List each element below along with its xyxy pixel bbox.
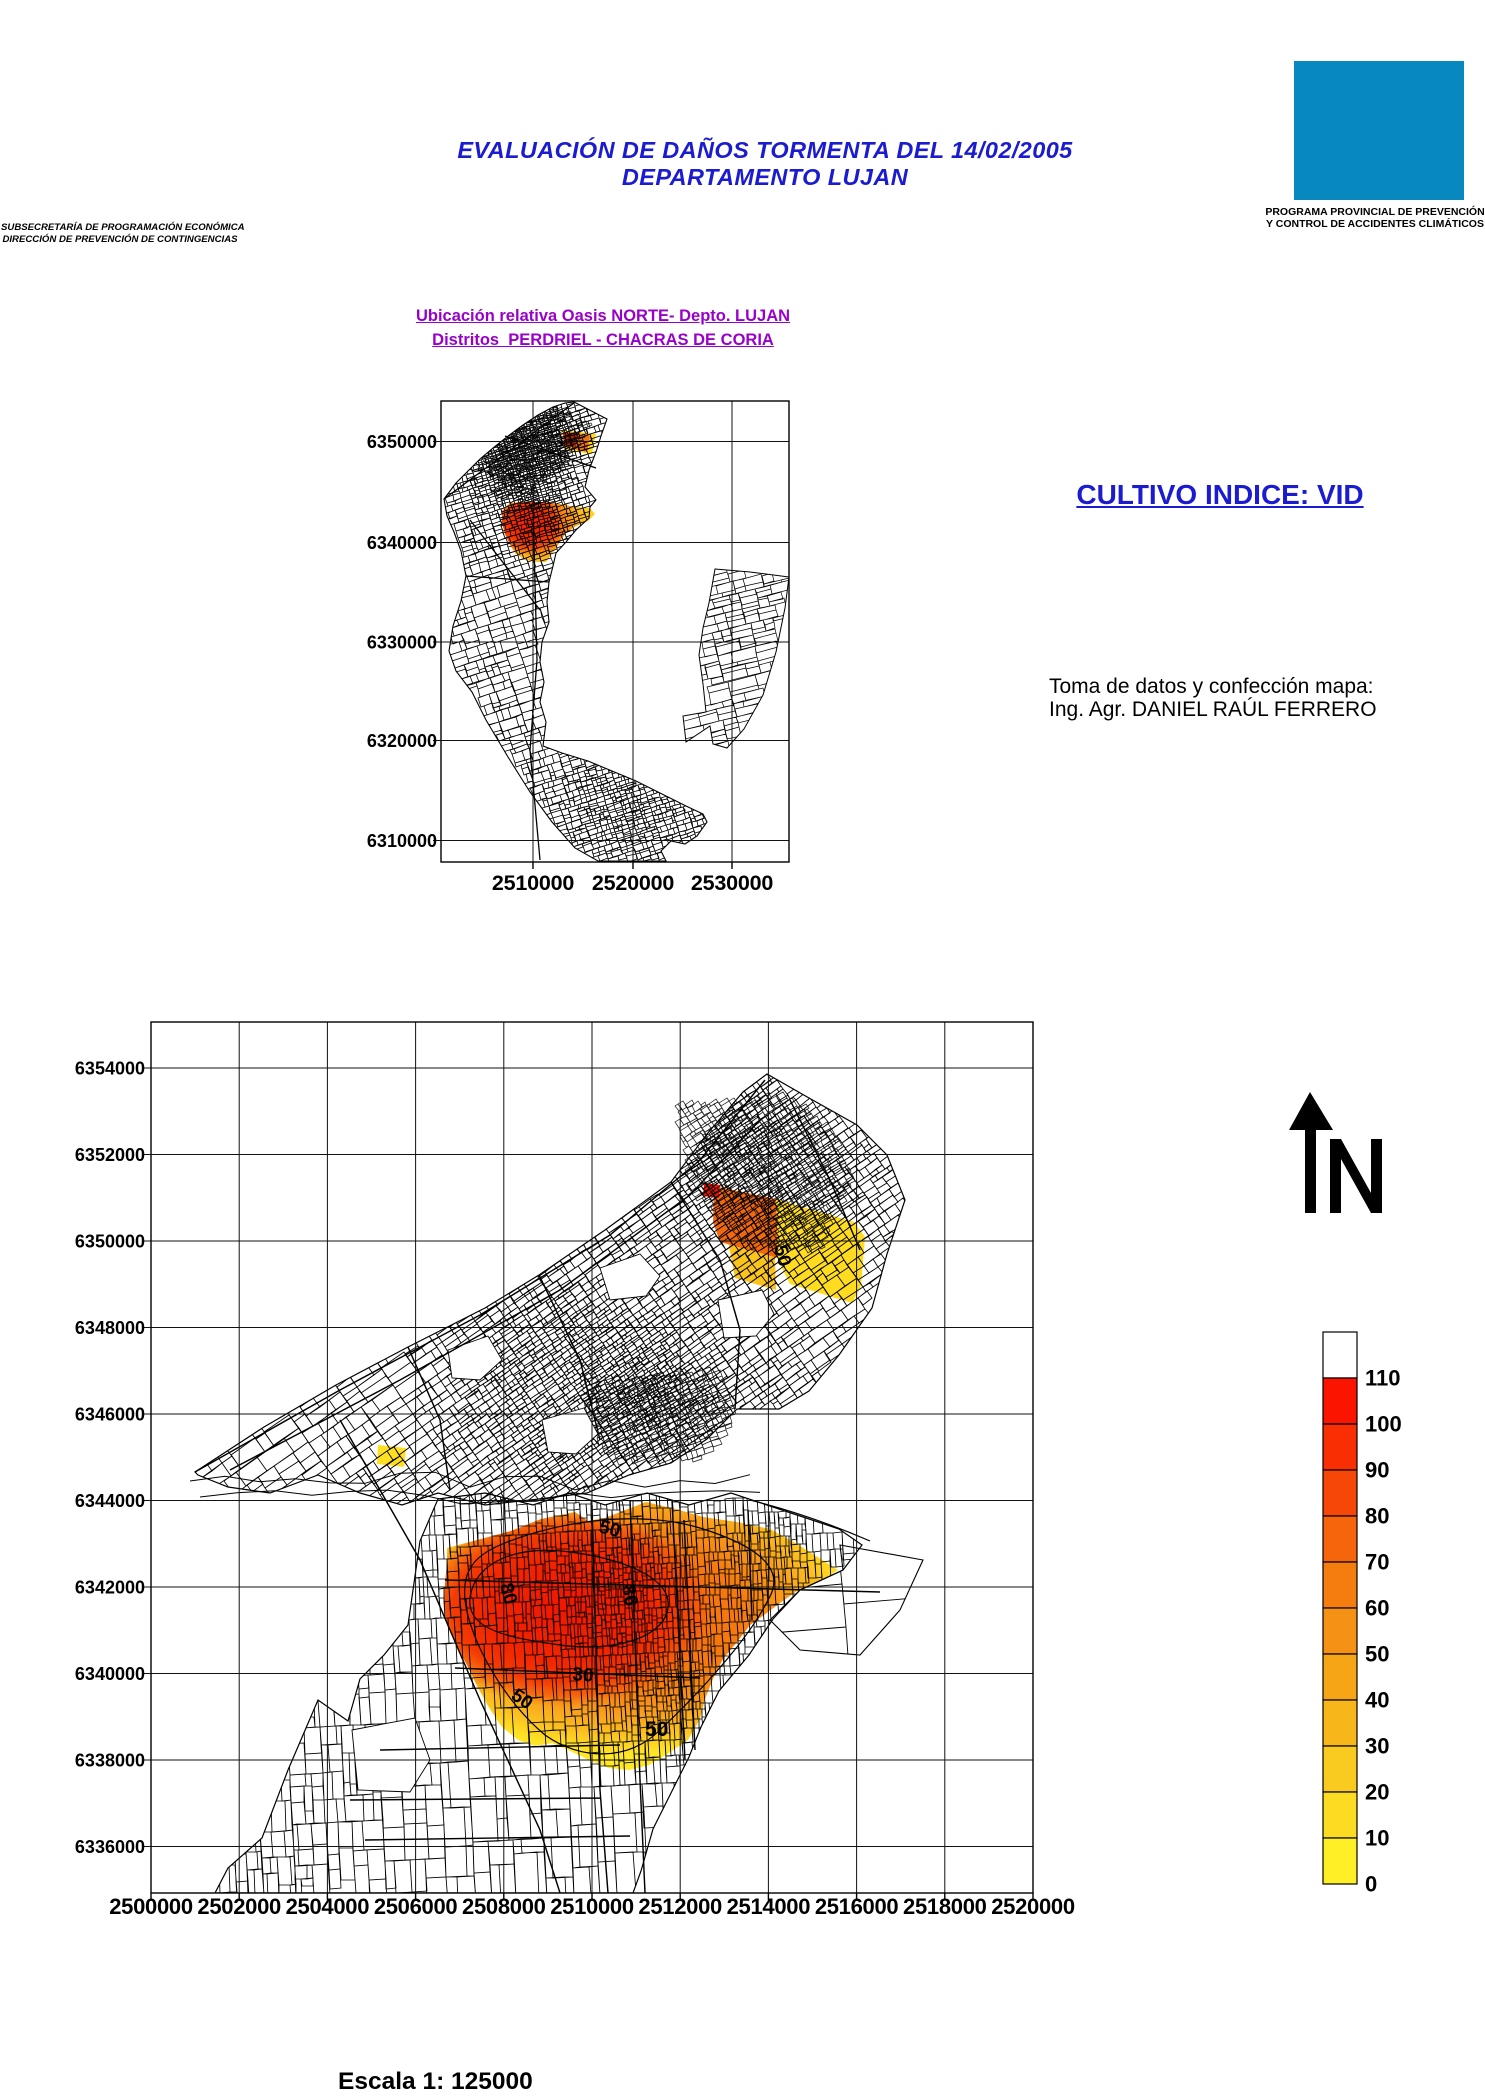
svg-text:2512000: 2512000 bbox=[638, 1894, 722, 1919]
svg-text:80: 80 bbox=[1365, 1504, 1389, 1529]
svg-text:2502000: 2502000 bbox=[197, 1894, 281, 1919]
svg-text:86: 86 bbox=[617, 1583, 641, 1607]
svg-text:6342000: 6342000 bbox=[75, 1578, 145, 1598]
svg-text:110: 110 bbox=[1365, 1366, 1401, 1391]
svg-text:20: 20 bbox=[1365, 1780, 1389, 1805]
svg-text:0: 0 bbox=[1365, 1872, 1377, 1897]
svg-text:10: 10 bbox=[1365, 1826, 1389, 1851]
svg-text:40: 40 bbox=[1365, 1688, 1389, 1713]
svg-text:6336000: 6336000 bbox=[75, 1837, 145, 1857]
svg-text:6320000: 6320000 bbox=[367, 731, 437, 751]
svg-text:6354000: 6354000 bbox=[75, 1059, 145, 1079]
svg-text:2514000: 2514000 bbox=[727, 1894, 811, 1919]
svg-text:6340000: 6340000 bbox=[75, 1664, 145, 1684]
svg-text:2510000: 2510000 bbox=[550, 1894, 634, 1919]
svg-text:50: 50 bbox=[645, 1718, 668, 1741]
svg-text:50: 50 bbox=[1365, 1642, 1389, 1667]
svg-text:2506000: 2506000 bbox=[374, 1894, 458, 1919]
svg-text:6350000: 6350000 bbox=[367, 432, 437, 452]
svg-text:30: 30 bbox=[1365, 1734, 1389, 1759]
svg-text:6310000: 6310000 bbox=[367, 831, 437, 851]
svg-text:2504000: 2504000 bbox=[286, 1894, 370, 1919]
svg-text:2510000: 2510000 bbox=[492, 871, 575, 895]
svg-text:70: 70 bbox=[1365, 1550, 1389, 1575]
svg-text:6330000: 6330000 bbox=[367, 633, 437, 653]
svg-text:2520000: 2520000 bbox=[991, 1894, 1075, 1919]
svg-text:30: 30 bbox=[572, 1664, 595, 1687]
svg-text:90: 90 bbox=[1365, 1458, 1389, 1483]
svg-text:2508000: 2508000 bbox=[462, 1894, 546, 1919]
svg-text:60: 60 bbox=[1365, 1596, 1389, 1621]
svg-text:6346000: 6346000 bbox=[75, 1405, 145, 1425]
svg-text:2516000: 2516000 bbox=[815, 1894, 899, 1919]
svg-text:2518000: 2518000 bbox=[903, 1894, 987, 1919]
svg-text:6344000: 6344000 bbox=[75, 1491, 145, 1511]
svg-text:6338000: 6338000 bbox=[75, 1751, 145, 1771]
svg-text:2500000: 2500000 bbox=[109, 1894, 193, 1919]
svg-text:100: 100 bbox=[1365, 1412, 1402, 1437]
svg-text:2530000: 2530000 bbox=[691, 871, 774, 895]
svg-text:6340000: 6340000 bbox=[367, 533, 437, 553]
svg-text:6348000: 6348000 bbox=[75, 1318, 145, 1338]
svg-text:6350000: 6350000 bbox=[75, 1232, 145, 1252]
svg-text:6352000: 6352000 bbox=[75, 1145, 145, 1165]
svg-text:2520000: 2520000 bbox=[592, 871, 675, 895]
